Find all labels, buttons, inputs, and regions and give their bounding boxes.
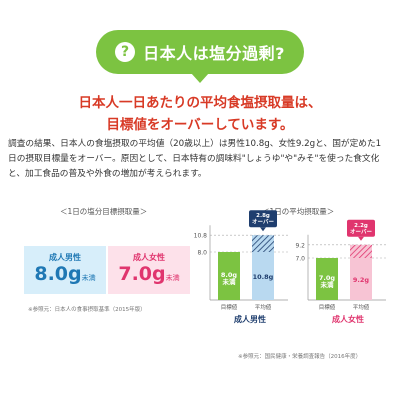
group-label-female: 成人女性	[332, 314, 364, 324]
headline: 日本人一日あたりの平均食塩摂取量は、 目標値をオーバーしています。	[0, 92, 400, 136]
male-target-label: 成人男性	[49, 252, 81, 262]
tick-label-male-1: 8.0	[197, 250, 207, 257]
body-line-1: 調査の結果、日本人の食塩摂取の平均値（20歳以上）は男性10.8g、女性9.2g…	[8, 139, 382, 149]
header-title: 日本人は塩分過剰?	[143, 44, 285, 63]
body-paragraph: 調査の結果、日本人の食塩摂取の平均値（20歳以上）は男性10.8g、女性9.2g…	[8, 137, 400, 182]
excess-callout-pointer-female	[358, 236, 364, 241]
male-target-value: 8.0g未満	[34, 262, 96, 285]
bar-average-female	[350, 258, 372, 300]
category-label-female-0: 目標値	[319, 303, 336, 311]
excess-callout-male	[249, 210, 277, 228]
headline-line-1: 日本人一日あたりの平均食塩摂取量は、	[78, 95, 322, 111]
excess-callout-label-female: 2.2g オーバー	[350, 223, 372, 236]
category-label-male-1: 平均値	[255, 303, 272, 311]
target-caption: ＜1日の塩分目標摂取量＞	[60, 207, 148, 216]
excess-callout-label-male: 2.8g オーバー	[252, 213, 274, 226]
bar-excess-female	[350, 244, 372, 258]
group-label-male: 成人男性	[234, 314, 266, 324]
category-label-male-0: 目標値	[221, 303, 238, 311]
body-line-3: と、加工食品の普及や外食の増加が考えられます。	[8, 169, 207, 179]
header-banner: ? 日本人は塩分過剰?	[96, 30, 304, 83]
male-target-box: 成人男性 8.0g未満	[24, 246, 106, 294]
excess-callout-pointer-male	[260, 227, 266, 232]
tick-label-female-1: 7.0	[295, 256, 305, 263]
category-label-female-1: 平均値	[353, 303, 370, 311]
bar-average-label-female: 9.2g	[353, 276, 370, 284]
bar-average-male	[252, 252, 274, 300]
average-caption: ＜1日の平均摂取量＞	[262, 207, 335, 216]
bar-excess-male	[252, 235, 274, 252]
bar-target-label-male: 8.0g 未満	[221, 271, 238, 286]
bar-target-female	[316, 258, 338, 300]
headline-line-2: 目標値をオーバーしています。	[106, 117, 294, 133]
tick-label-female-0: 9.2	[295, 242, 305, 249]
body-line-2: 日の摂取目標量をオーバー。原因として、日本特有の調味料"しょうゆ"や"みそ"を使…	[8, 154, 380, 164]
female-target-label: 成人女性	[133, 252, 165, 262]
female-target-box: 成人女性 7.0g未満	[108, 246, 190, 294]
target-footnote: ※参照元：日本人の食事摂取基準（2015年版）	[28, 307, 146, 313]
average-footnote: ※参照元：国民健康・栄養調査報告（2016年度）	[238, 354, 362, 360]
bar-target-male	[218, 252, 240, 300]
question-icon: ?	[115, 42, 136, 62]
bar-average-label-male: 10.8g	[253, 273, 274, 281]
tick-label-male-0: 10.8	[194, 233, 208, 240]
bar-target-label-female: 7.0g 未満	[319, 274, 336, 289]
excess-callout-female	[347, 219, 375, 237]
female-target-value: 7.0g未満	[118, 262, 180, 285]
